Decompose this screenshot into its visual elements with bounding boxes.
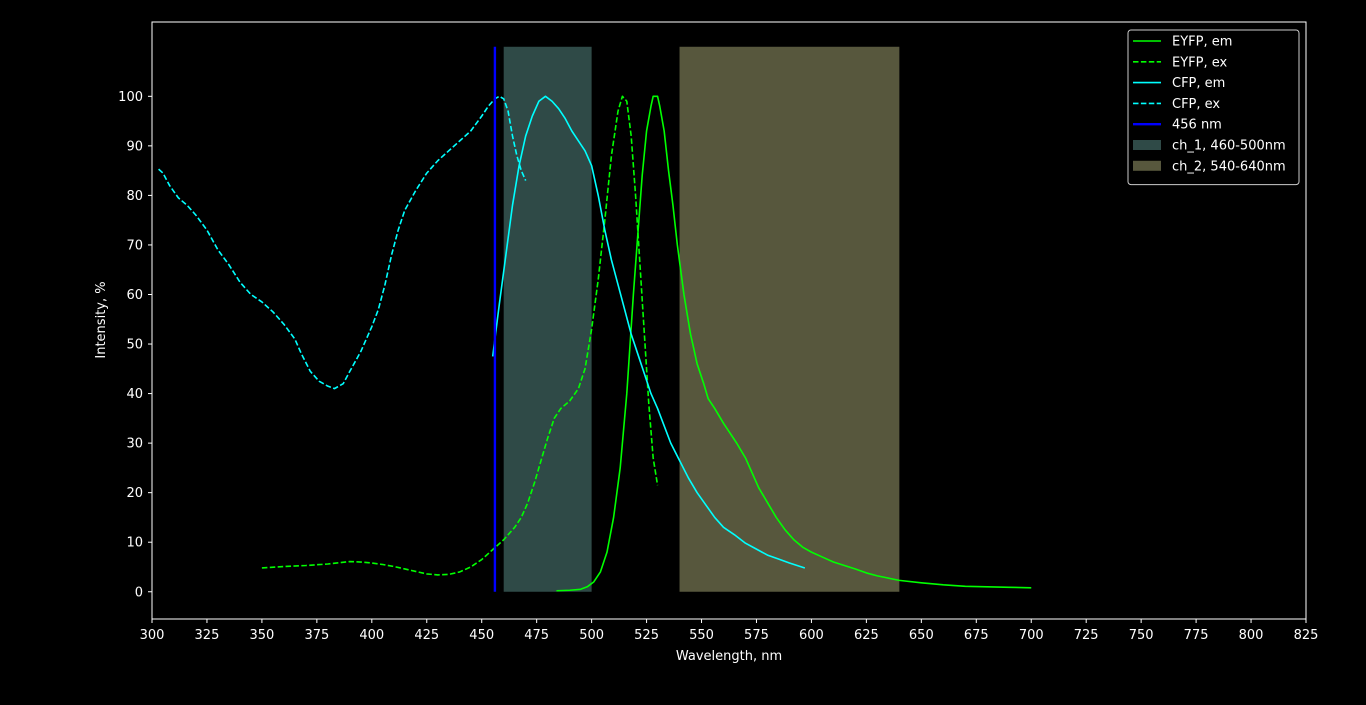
y-tick-label: 100 bbox=[118, 90, 143, 105]
x-tick-label: 450 bbox=[469, 628, 494, 643]
x-tick-label: 500 bbox=[579, 628, 604, 643]
x-tick-label: 600 bbox=[799, 628, 824, 643]
x-tick-label: 825 bbox=[1294, 628, 1319, 643]
x-tick-label: 475 bbox=[524, 628, 549, 643]
y-tick-label: 30 bbox=[126, 437, 143, 452]
x-tick-label: 575 bbox=[744, 628, 769, 643]
x-tick-label: 625 bbox=[854, 628, 879, 643]
legend-label: CFP, em bbox=[1172, 76, 1225, 91]
band-2 bbox=[679, 46, 900, 592]
x-tick-label: 325 bbox=[195, 628, 220, 643]
x-tick-label: 300 bbox=[140, 628, 165, 643]
band-1 bbox=[503, 46, 592, 592]
legend-label: EYFP, em bbox=[1172, 35, 1232, 50]
x-tick-label: 425 bbox=[414, 628, 439, 643]
x-tick-label: 750 bbox=[1129, 628, 1154, 643]
x-tick-label: 650 bbox=[909, 628, 934, 643]
legend-label: 456 nm bbox=[1172, 118, 1222, 133]
x-tick-label: 350 bbox=[249, 628, 274, 643]
legend-label: ch_1, 460-500nm bbox=[1172, 139, 1286, 154]
y-tick-label: 50 bbox=[126, 338, 143, 353]
y-tick-label: 70 bbox=[126, 238, 143, 253]
y-tick-label: 0 bbox=[135, 585, 143, 600]
series-line-4 bbox=[158, 95, 527, 390]
legend-label: ch_2, 540-640nm bbox=[1172, 159, 1286, 174]
series-line-2 bbox=[261, 95, 659, 576]
x-tick-label: 800 bbox=[1239, 628, 1264, 643]
y-tick-label: 40 bbox=[126, 387, 143, 402]
x-tick-label: 525 bbox=[634, 628, 659, 643]
x-tick-label: 675 bbox=[964, 628, 989, 643]
x-tick-label: 700 bbox=[1019, 628, 1044, 643]
x-axis: 300 325 350 375 400 425 450 475 500 525 550 575 600 6… bbox=[140, 619, 1319, 643]
band-layer bbox=[503, 46, 900, 592]
x-tick-label: 400 bbox=[359, 628, 384, 643]
y-tick-label: 20 bbox=[126, 486, 143, 501]
legend-swatch bbox=[1133, 140, 1161, 150]
y-tick-label: 60 bbox=[126, 288, 143, 303]
y-tick-label: 90 bbox=[126, 139, 143, 154]
x-tick-label: 725 bbox=[1074, 628, 1099, 643]
series-layer bbox=[158, 95, 1032, 592]
legend-box bbox=[1127, 29, 1300, 186]
legend-swatch bbox=[1133, 160, 1161, 171]
x-tick-label: 375 bbox=[304, 628, 329, 643]
legend-label: CFP, ex bbox=[1172, 97, 1220, 112]
series-line-1 bbox=[556, 95, 1032, 592]
y-axis: 0 10 20 30 40 50 60 70 80 90 100 bbox=[118, 90, 152, 600]
y-axis-label: Intensity, % bbox=[94, 281, 109, 358]
legend: EYFP, em EYFP, ex CFP, em CFP, ex 456 nm ch_1… bbox=[1127, 29, 1300, 186]
y-tick-label: 80 bbox=[126, 189, 143, 204]
x-tick-label: 550 bbox=[689, 628, 714, 643]
series-line-3 bbox=[491, 95, 806, 569]
x-tick-label: 775 bbox=[1184, 628, 1209, 643]
x-axis-label: Wavelength, nm bbox=[676, 649, 782, 664]
plot-frame bbox=[151, 21, 1307, 620]
y-tick-label: 10 bbox=[126, 536, 143, 551]
legend-label: EYFP, ex bbox=[1172, 55, 1228, 70]
